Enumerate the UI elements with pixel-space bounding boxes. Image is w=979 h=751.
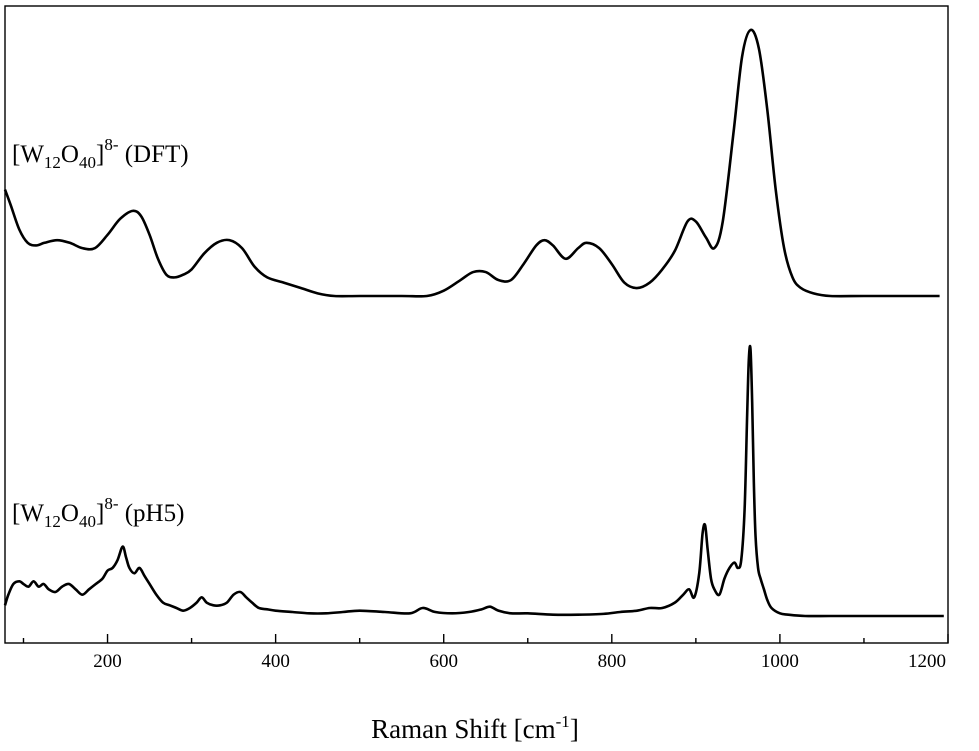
x-tick-label: 800 xyxy=(598,651,627,672)
x-tick-label: 1000 xyxy=(761,651,799,672)
series-label-dft: [W12O40]8- (DFT) xyxy=(12,135,189,172)
x-tick-label: 1200 xyxy=(908,651,946,672)
x-tick-label: 200 xyxy=(93,651,122,672)
series-line-ph5 xyxy=(3,344,944,618)
plot-layer xyxy=(3,28,944,618)
series-label-ph5: [W12O40]8- (pH5) xyxy=(12,494,184,531)
x-tick-label: 400 xyxy=(261,651,290,672)
x-axis-title: Raman Shift [cm-1] xyxy=(371,712,579,744)
plot-frame xyxy=(4,5,949,644)
x-tick-label: 600 xyxy=(429,651,458,672)
x-axis-ticks: 200 400 600 800 1000 1200 xyxy=(22,634,949,672)
series-line-dft xyxy=(3,28,940,298)
